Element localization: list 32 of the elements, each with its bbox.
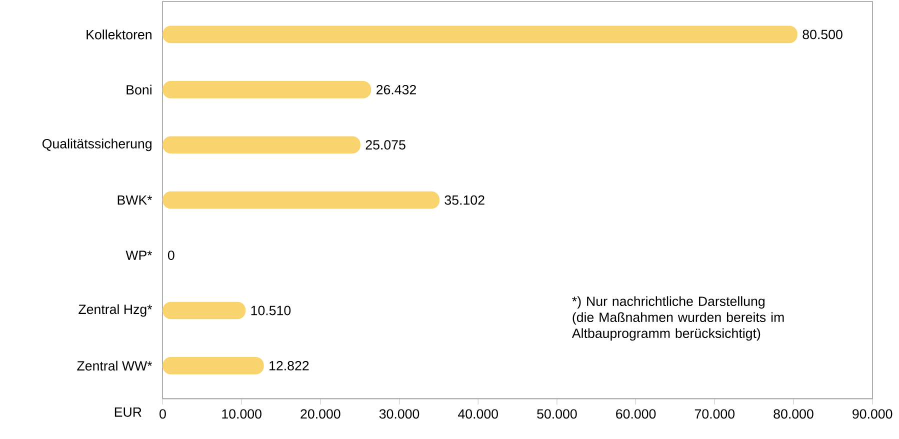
x-tick-label: 50.000 — [537, 409, 577, 419]
x-tick-label: 80.000 — [774, 409, 814, 419]
data-label: 12.822 — [270, 361, 309, 370]
x-tick-label: 60.000 — [616, 409, 656, 419]
data-label: 10.510 — [251, 306, 291, 316]
y-tick-label: Boni — [126, 84, 152, 95]
data-label: 80.500 — [802, 30, 842, 40]
x-tick-label: 90.000 — [852, 409, 892, 419]
x-tick-label: 20.000 — [300, 409, 340, 419]
y-tick-label: Qualitätssicherung — [42, 138, 152, 152]
data-label: 0 — [168, 250, 174, 260]
bar — [162, 357, 264, 374]
annotation: *) Nur nachrichtliche Darstellung (die Maßnahmen wurden bereits im Altbauprogramm berücksichtigt) — [572, 296, 784, 341]
y-tick-label: Kollektoren — [86, 30, 152, 40]
y-tick-label: Zentral Hzg* — [78, 304, 152, 317]
y-tick-label: WP* — [126, 250, 152, 260]
x-tick-label: 0 — [160, 409, 166, 419]
bar — [162, 136, 360, 154]
x-tick-label: 40.000 — [458, 409, 498, 419]
x-tick-label: 10.000 — [222, 409, 262, 419]
y-tick-label: Zentral WW* — [77, 360, 152, 371]
x-tick-label: 70.000 — [694, 409, 735, 419]
data-label: 35.102 — [444, 195, 484, 205]
bar — [162, 26, 798, 44]
bar — [162, 302, 246, 320]
x-tick-label: 30.000 — [379, 409, 420, 419]
y-tick-label: BWK* — [118, 196, 152, 205]
bar — [162, 191, 440, 209]
x-axis-title: EUR — [114, 408, 142, 417]
bar — [162, 81, 372, 98]
data-label: 25.075 — [366, 140, 406, 150]
data-label: 26.432 — [376, 85, 416, 94]
